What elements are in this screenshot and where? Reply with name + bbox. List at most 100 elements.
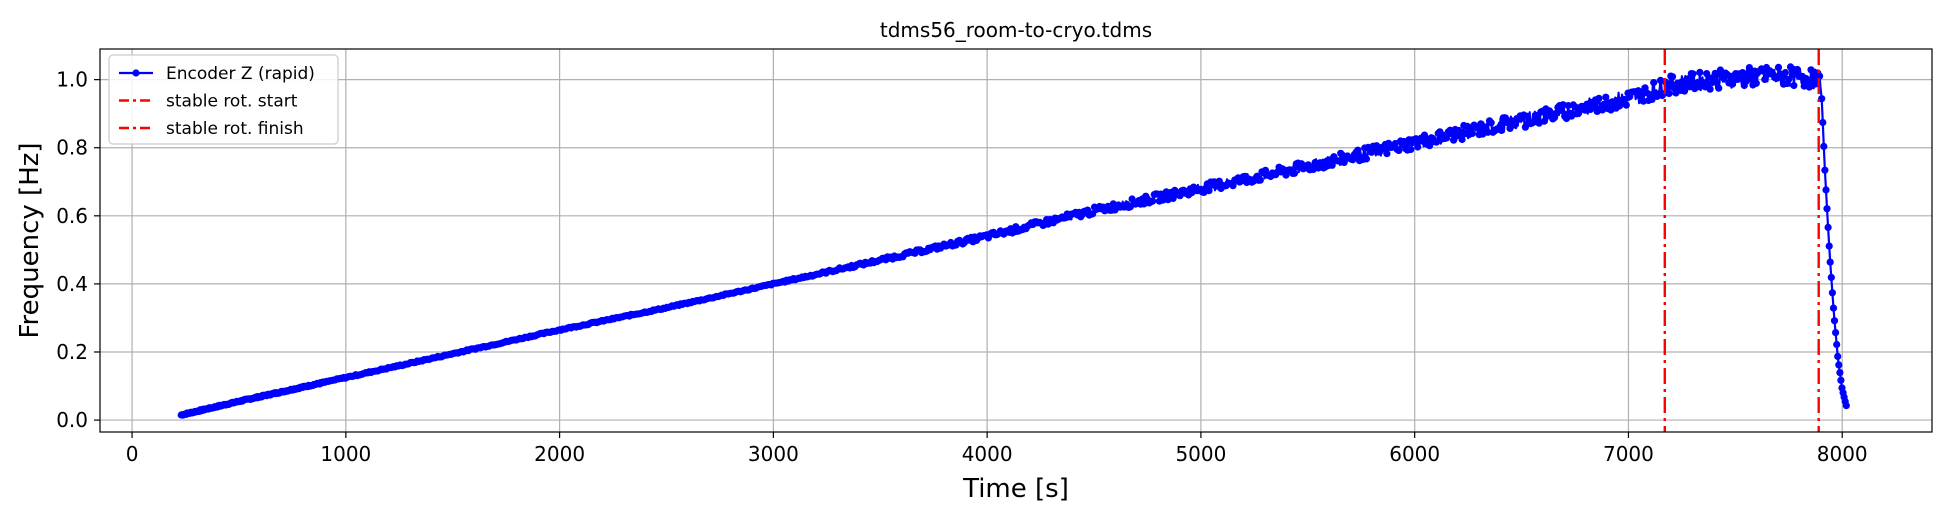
- data-point: [1595, 94, 1603, 102]
- data-point: [1414, 143, 1422, 151]
- data-point: [1785, 75, 1793, 83]
- data-point: [1827, 273, 1835, 281]
- data-point: [1826, 258, 1834, 266]
- data-point: [1752, 79, 1760, 87]
- x-tick-label: 6000: [1389, 442, 1440, 466]
- data-point: [1545, 107, 1553, 115]
- legend-label: Encoder Z (rapid): [166, 64, 315, 84]
- data-point: [1824, 223, 1832, 231]
- data-point: [1832, 329, 1840, 337]
- data-point: [1540, 117, 1548, 125]
- data-point: [1790, 81, 1798, 90]
- x-tick-label: 4000: [962, 442, 1013, 466]
- data-point: [1747, 75, 1755, 83]
- data-point: [1819, 118, 1827, 127]
- data-point: [1383, 150, 1391, 158]
- plot-content: [177, 49, 1850, 432]
- data-point: [1822, 186, 1830, 194]
- legend-label: stable rot. finish: [166, 119, 304, 139]
- data-point: [1477, 120, 1485, 128]
- y-tick-label: 0.0: [56, 408, 88, 432]
- x-tick-label: 8000: [1817, 442, 1868, 466]
- data-point: [1836, 369, 1844, 377]
- x-axis-label: Time [s]: [962, 474, 1069, 504]
- data-point: [1634, 87, 1642, 95]
- data-point: [1703, 70, 1711, 78]
- data-point: [1487, 119, 1495, 127]
- legend-entry: stable rot. finish: [119, 119, 304, 139]
- data-point: [1835, 361, 1843, 369]
- data-point: [1834, 352, 1842, 360]
- data-point: [1426, 142, 1434, 150]
- data-point: [1830, 317, 1839, 325]
- legend-marker: [132, 69, 140, 77]
- data-point: [1668, 73, 1677, 81]
- plot-frame: [99, 48, 1933, 433]
- data-point: [1684, 75, 1692, 83]
- legend-box: [108, 54, 339, 145]
- data-point: [1842, 402, 1850, 410]
- data-point: [1728, 80, 1736, 88]
- legend-entry: Encoder Z (rapid): [119, 64, 315, 84]
- data-point: [1497, 126, 1506, 134]
- data-point: [1511, 121, 1519, 129]
- data-point: [1468, 129, 1476, 137]
- data-point: [1622, 101, 1630, 109]
- grid: [100, 49, 1932, 432]
- legend-label: stable rot. start: [166, 92, 298, 112]
- data-point: [1420, 131, 1429, 139]
- data-point: [1665, 89, 1673, 98]
- data-point: [1523, 112, 1531, 120]
- legend: Encoder Z (rapid) stable rot. start stable…: [108, 54, 339, 145]
- y-tick-label: 0.4: [56, 272, 88, 296]
- x-tick-label: 2000: [534, 442, 585, 466]
- data-point: [1229, 182, 1237, 190]
- data-point: [1149, 197, 1157, 205]
- data-point: [1407, 145, 1415, 153]
- data-point: [1443, 134, 1451, 142]
- data-point: [1829, 304, 1838, 312]
- legend-entry: stable rot. start: [119, 92, 298, 112]
- data-point: [1774, 63, 1783, 71]
- data-point: [1650, 79, 1658, 87]
- data-point: [1696, 68, 1704, 76]
- data-point: [1823, 205, 1831, 213]
- data-point: [1745, 64, 1753, 72]
- data-point: [1362, 155, 1370, 163]
- data-point: [1205, 187, 1213, 195]
- data-point: [1739, 69, 1747, 77]
- data-point: [1256, 176, 1264, 184]
- x-tick-label: 1000: [320, 442, 371, 466]
- data-point: [1574, 109, 1582, 117]
- data-point: [1706, 85, 1714, 93]
- data-point: [1533, 114, 1541, 122]
- x-tick-label: 7000: [1603, 442, 1654, 466]
- data-point: [1820, 142, 1828, 150]
- x-tick-label: 3000: [748, 442, 799, 466]
- data-point: [1833, 340, 1841, 349]
- data-point: [1484, 128, 1492, 136]
- data-point: [1354, 146, 1362, 154]
- y-tick-label: 0.2: [56, 340, 88, 364]
- data-point: [1821, 166, 1829, 174]
- y-tick-label: 0.8: [56, 136, 88, 160]
- data-point: [1825, 242, 1833, 250]
- data-point: [1837, 376, 1845, 384]
- x-tick-label: 5000: [1175, 442, 1226, 466]
- data-point: [1715, 84, 1723, 92]
- data-point: [1709, 78, 1718, 86]
- x-tick-label: 0: [126, 442, 139, 466]
- data-point: [1395, 146, 1403, 154]
- data-point: [1689, 70, 1697, 78]
- data-point: [1793, 65, 1801, 74]
- y-axis-label: Frequency [Hz]: [15, 142, 45, 338]
- data-point: [1680, 87, 1689, 95]
- data-point: [1816, 72, 1824, 80]
- data-point: [1761, 75, 1769, 83]
- data-point: [1436, 128, 1444, 136]
- data-point: [1602, 93, 1610, 101]
- y-tick-label: 1.0: [56, 68, 88, 92]
- data-point: [1169, 194, 1177, 202]
- chart-title: tdms56_room-to-cryo.tdms: [880, 18, 1152, 42]
- data-point: [1828, 289, 1836, 297]
